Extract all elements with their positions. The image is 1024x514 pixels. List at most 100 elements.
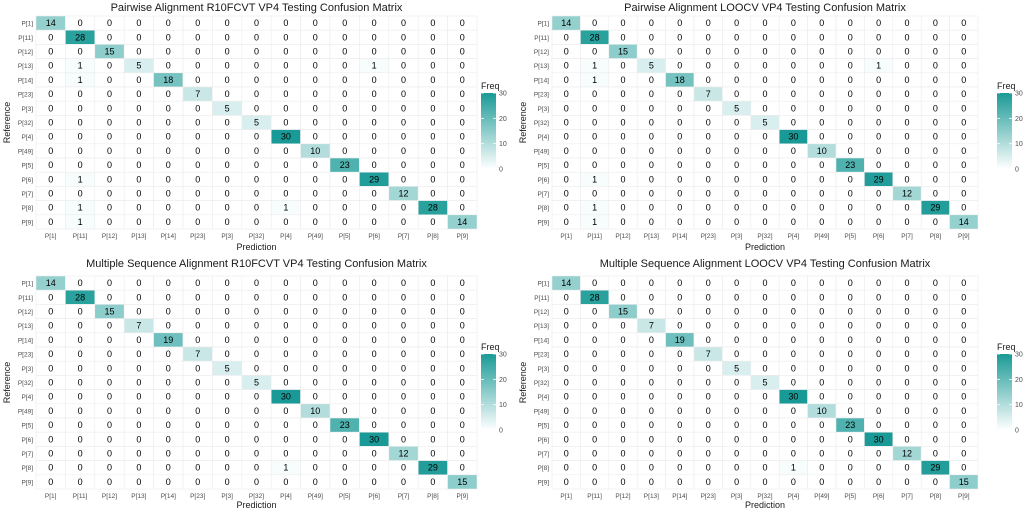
cell-label: 0	[762, 392, 767, 402]
panel-title: Pairwise Alignment LOOCV VP4 Testing Con…	[624, 2, 906, 14]
cell-label: 0	[254, 189, 259, 199]
cell-label: 0	[136, 103, 141, 113]
cell-label: 30	[874, 434, 884, 444]
cell-label: 0	[372, 18, 377, 28]
cell-label: 0	[48, 477, 53, 487]
cell-label: 0	[313, 335, 318, 345]
x-tick-label: P[5]	[844, 493, 856, 500]
cell-label: 0	[904, 89, 909, 99]
cell-label: 0	[283, 118, 288, 128]
cell-label: 0	[254, 47, 259, 57]
cell-label: 0	[819, 160, 824, 170]
x-tick-label: P[5]	[339, 233, 351, 240]
cell-label: 0	[136, 174, 141, 184]
cell-label: 0	[78, 47, 83, 57]
cell-label: 0	[848, 132, 853, 142]
cell-label: 0	[430, 307, 435, 317]
cell-label: 0	[342, 189, 347, 199]
cell-label: 0	[342, 47, 347, 57]
cell-label: 0	[195, 449, 200, 459]
cell-label: 0	[819, 278, 824, 288]
cell-label: 0	[677, 18, 682, 28]
cell-label: 0	[107, 278, 112, 288]
cell-label: 0	[107, 18, 112, 28]
cell-label: 0	[819, 32, 824, 42]
cell-label: 0	[166, 278, 171, 288]
cell-label: 0	[564, 477, 569, 487]
cell-label: 0	[791, 292, 796, 302]
y-tick-label: P[1]	[21, 21, 33, 28]
cell-label: 0	[195, 335, 200, 345]
cell-label: 0	[592, 378, 597, 388]
y-axis-label: Reference	[2, 362, 12, 404]
cell-label: 0	[430, 32, 435, 42]
cell-label: 0	[372, 160, 377, 170]
cell-label: 7	[706, 349, 711, 359]
cell-label: 0	[372, 203, 377, 213]
cell-label: 0	[564, 160, 569, 170]
cell-label: 0	[791, 363, 796, 373]
cell-label: 0	[401, 146, 406, 156]
cell-label: 0	[460, 61, 465, 71]
cell-label: 0	[762, 75, 767, 85]
cell-label: 0	[564, 118, 569, 128]
cell-label: 0	[401, 378, 406, 388]
cell-label: 0	[620, 32, 625, 42]
cell-label: 0	[460, 434, 465, 444]
cell-label: 0	[649, 363, 654, 373]
cell-label: 0	[677, 349, 682, 359]
cell-label: 0	[933, 146, 938, 156]
cell-label: 0	[904, 47, 909, 57]
cell-label: 0	[904, 463, 909, 473]
cell-label: 0	[430, 420, 435, 430]
cell-label: 0	[401, 278, 406, 288]
cell-label: 0	[430, 47, 435, 57]
y-tick-label: P[11]	[18, 295, 33, 302]
cell-label: 0	[225, 463, 230, 473]
cell-label: 12	[398, 189, 408, 199]
cell-label: 0	[904, 174, 909, 184]
cell-label: 0	[706, 463, 711, 473]
cell-label: 0	[876, 420, 881, 430]
cell-label: 0	[78, 335, 83, 345]
cell-label: 0	[166, 18, 171, 28]
cell-label: 0	[564, 203, 569, 213]
y-tick-label: P[6]	[21, 437, 33, 444]
y-tick-label: P[3]	[537, 366, 549, 373]
cell-label: 0	[107, 335, 112, 345]
cell-label: 0	[819, 363, 824, 373]
x-tick-label: P[1]	[45, 233, 57, 240]
cell-label: 0	[649, 463, 654, 473]
cell-label: 0	[791, 434, 796, 444]
y-tick-label: P[13]	[18, 323, 33, 330]
cell-label: 14	[46, 18, 56, 28]
cell-label: 0	[401, 363, 406, 373]
cell-label: 0	[564, 47, 569, 57]
x-tick-label: P[23]	[190, 233, 205, 240]
cell-label: 0	[649, 32, 654, 42]
x-tick-label: P[49]	[308, 233, 323, 240]
cell-label: 0	[706, 392, 711, 402]
legend-tick-label: 30	[499, 91, 507, 98]
cell-label: 0	[283, 32, 288, 42]
cell-label: 0	[819, 103, 824, 113]
cell-label: 0	[649, 406, 654, 416]
cell-label: 0	[791, 103, 796, 113]
cell-label: 0	[372, 477, 377, 487]
cell-label: 0	[430, 349, 435, 359]
cell-label: 0	[961, 434, 966, 444]
cell-label: 0	[734, 292, 739, 302]
cell-label: 0	[166, 89, 171, 99]
cell-label: 0	[933, 47, 938, 57]
cell-label: 0	[342, 217, 347, 227]
cell-label: 0	[430, 174, 435, 184]
cell-label: 0	[933, 32, 938, 42]
cell-label: 0	[592, 349, 597, 359]
cell-label: 0	[107, 61, 112, 71]
cell-label: 0	[166, 363, 171, 373]
legend-colorbar	[997, 93, 1012, 169]
cell-label: 0	[961, 160, 966, 170]
cell-label: 0	[342, 18, 347, 28]
cell-label: 0	[430, 378, 435, 388]
cell-label: 0	[961, 61, 966, 71]
